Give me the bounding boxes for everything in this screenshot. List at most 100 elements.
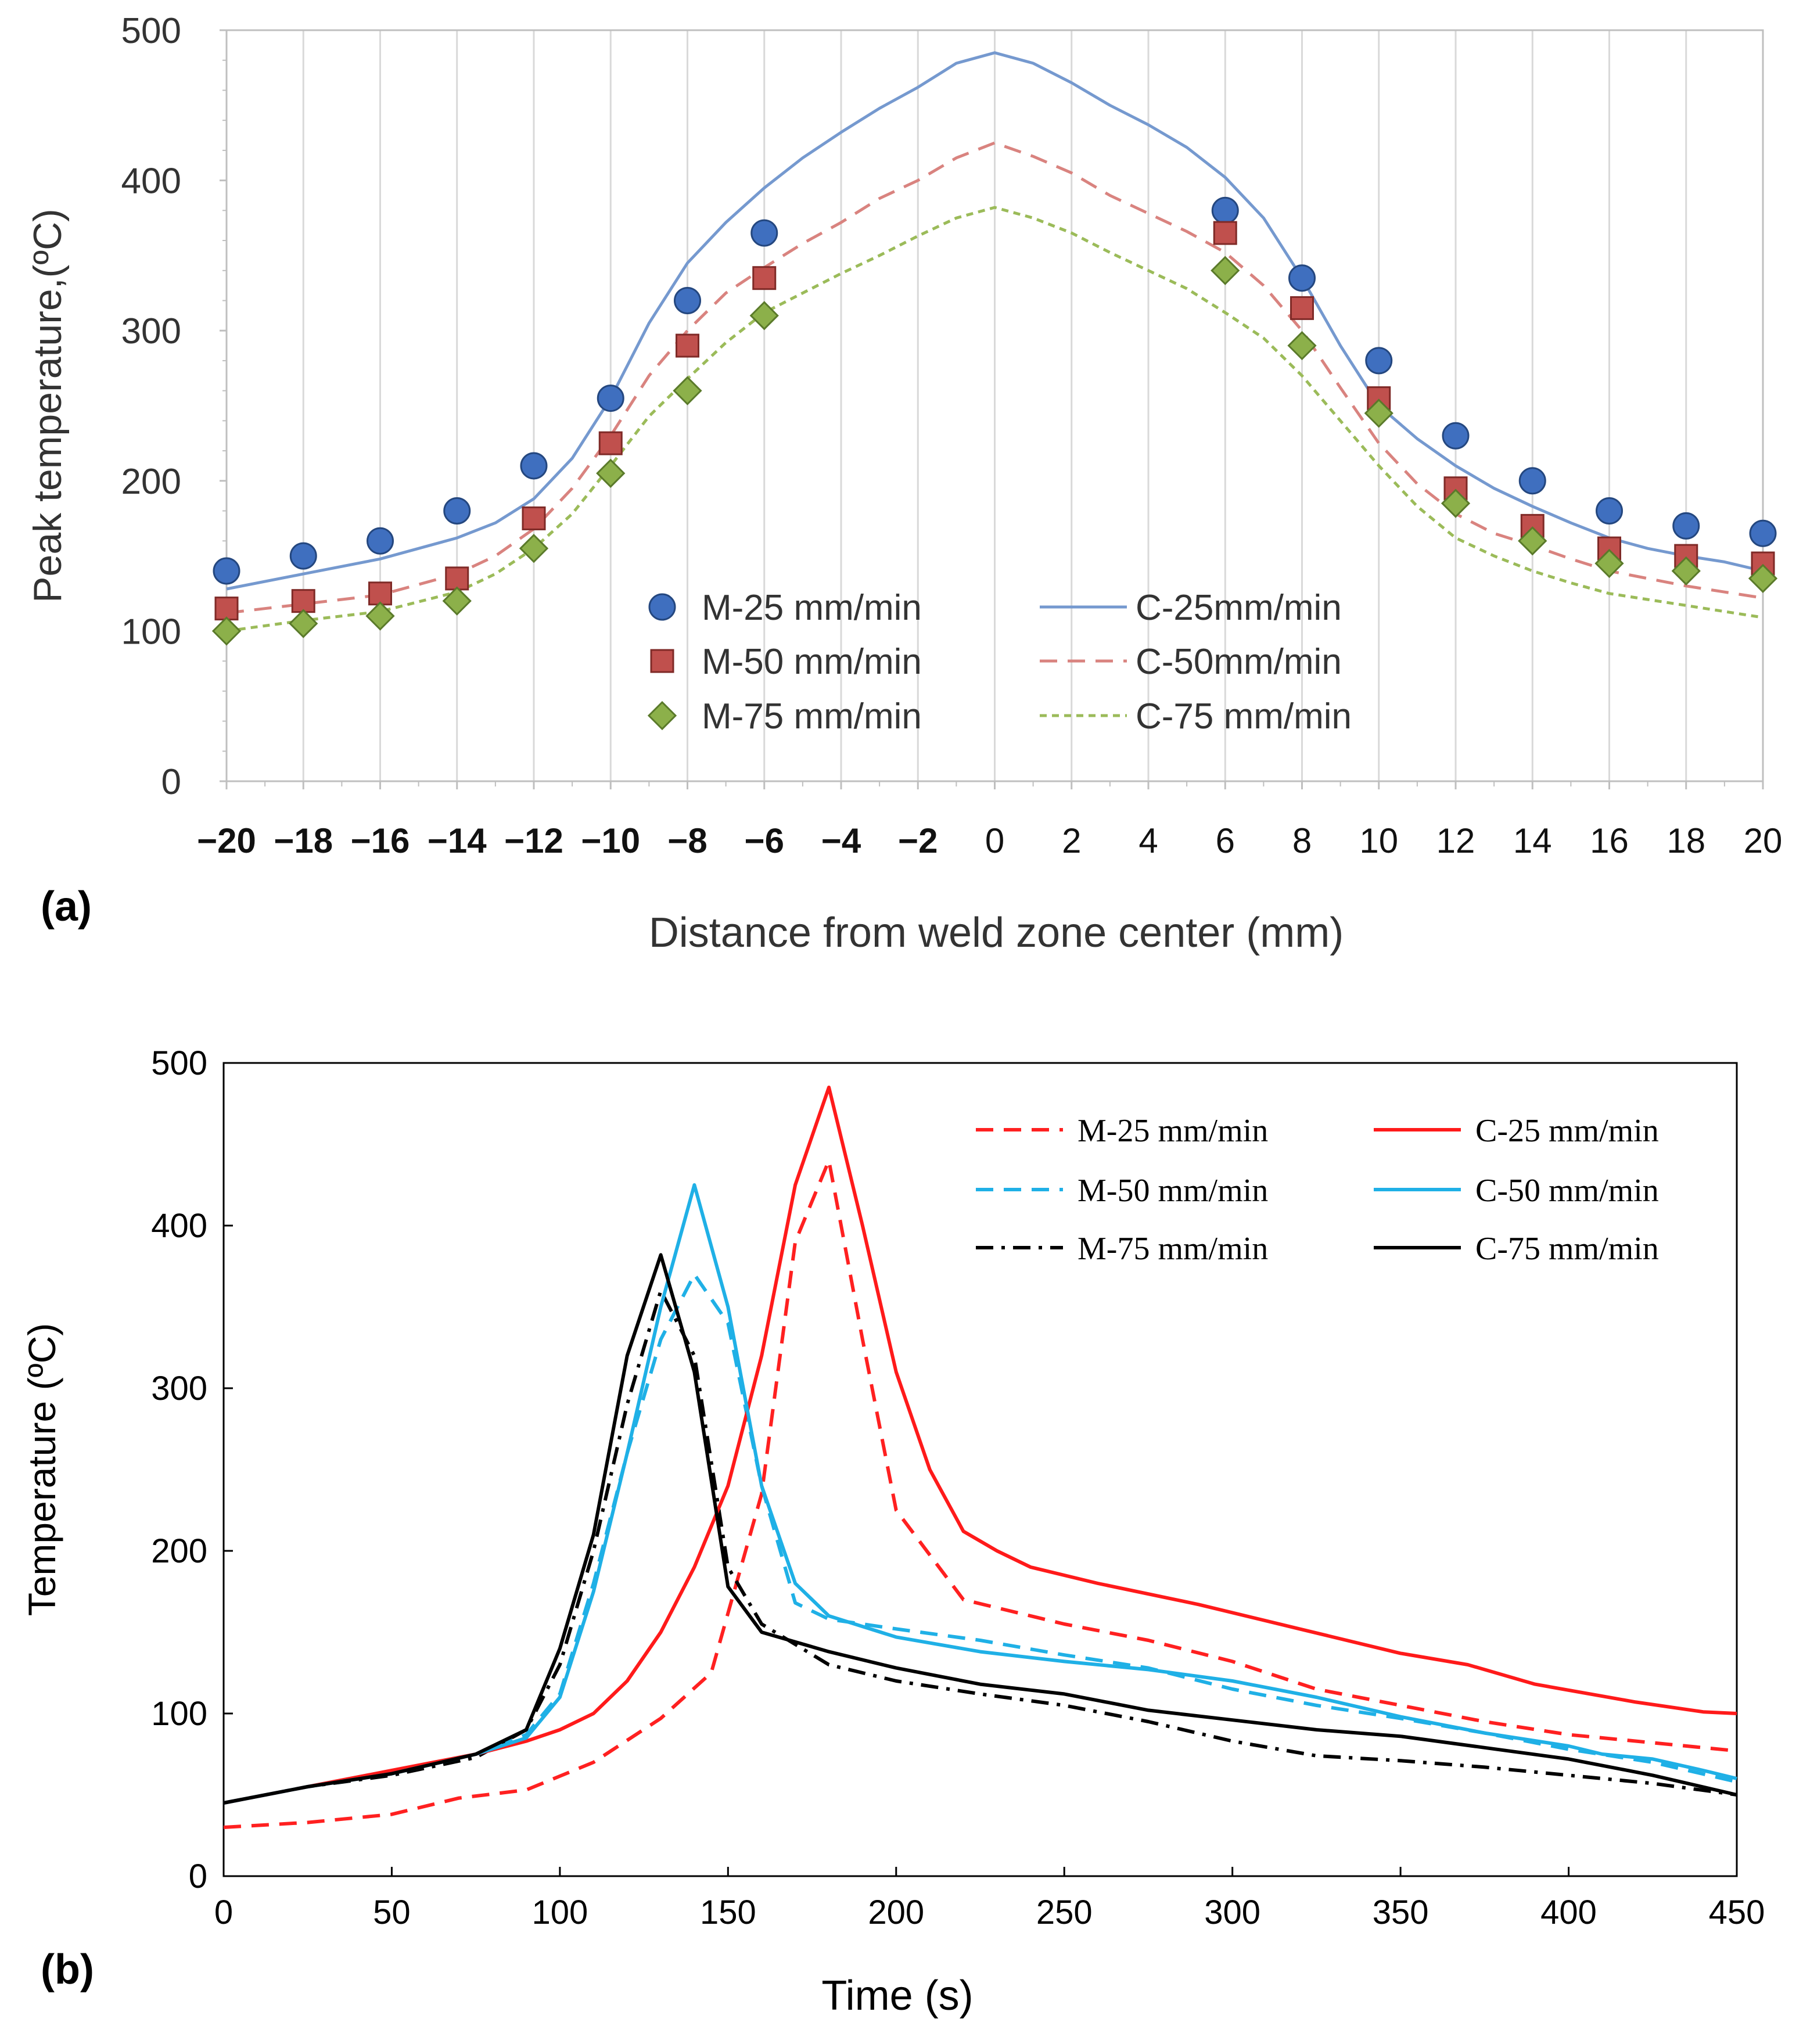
panel-a-y-tick-label: 0 <box>161 762 181 802</box>
panel-a-markers-m-25-mm-min <box>213 196 1777 585</box>
panel-a-x-tick-labels: −20 −18 −16 −14 −12 −10 −8 −6 −4 −2 0 2 4 6 8 10 12 14 16 1… <box>197 821 1782 860</box>
panel-a-point-m-25-mm-min <box>1211 196 1239 224</box>
panel-a-point-m-75-mm-min <box>673 376 702 405</box>
panel-a-point-m-50-mm-min <box>598 431 623 455</box>
panel-a-plot-frame <box>225 29 1764 782</box>
panel-a-point-m-25-mm-min <box>1442 422 1470 450</box>
panel-b-legend-label: M-50 mm/min <box>1078 1173 1268 1209</box>
panel-a-x-tick-label: −12 <box>504 821 563 860</box>
panel-a-x-tick-label: 2 <box>1062 821 1081 860</box>
panel-a-x-tick-label: 4 <box>1138 821 1158 860</box>
panel-a-legend-marker-m-25-mm-min <box>648 593 676 621</box>
panel-a-point-m-25-mm-min <box>289 542 317 570</box>
panel-a-x-tick-label: 0 <box>985 821 1004 860</box>
panel-a-x-tick-label: 20 <box>1744 821 1783 860</box>
panel-a-x-tick-label: 18 <box>1666 821 1705 860</box>
panel-a-point-m-50-mm-min <box>291 589 315 613</box>
panel-a-point-m-50-mm-min <box>752 266 777 290</box>
panel-a-legend-label: M-50 mm/min <box>702 642 922 682</box>
panel-a-point-m-25-mm-min <box>1749 519 1777 547</box>
panel-b-line-c-75-mm-min <box>223 1253 1737 1805</box>
panel-a-line-c-75-mm-min <box>226 206 1764 633</box>
panel-b-x-tick-label: 200 <box>868 1894 924 1931</box>
panel-a-x-tick-label: 8 <box>1292 821 1312 860</box>
panel-a-legend: M-25 mm/min M-50 mm/min M-75 mm/min C-25mm/… <box>647 588 1352 737</box>
panel-a-point-m-25-mm-min <box>520 452 548 480</box>
panel-a-point-m-25-mm-min <box>1672 512 1700 540</box>
panel-a-legend-entry: C-25mm/min <box>1040 588 1342 628</box>
panel-b-plot-frame <box>222 1062 1738 1877</box>
panel-a-legend-marker-m-50-mm-min <box>650 649 674 673</box>
panel-b-line-m-25-mm-min <box>223 1159 1737 1829</box>
panel-a-x-tick-label: 12 <box>1436 821 1475 860</box>
panel-a-y-tick-label: 200 <box>121 462 181 502</box>
panel-a-point-m-75-mm-min <box>1441 488 1471 518</box>
panel-b-series <box>223 1086 1737 1829</box>
panel-a-point-m-75-mm-min <box>1671 556 1701 586</box>
panel-a-point-m-50-mm-min <box>1213 221 1237 245</box>
panel-a-x-tick-label: 16 <box>1590 821 1629 860</box>
panel-a-label: (a) <box>41 883 92 930</box>
panel-b-chart: 0 100 200 300 400 500 0 50 100 150 200 250 300 350 40… <box>20 1044 1765 2019</box>
panel-a-point-m-50-mm-min <box>676 333 699 358</box>
panel-b-x-tick-label: 100 <box>531 1894 588 1931</box>
panel-a-markers-m-75-mm-min <box>211 256 1778 646</box>
panel-b-legend-label: C-75 mm/min <box>1475 1231 1659 1267</box>
panel-b-legend-label: M-75 mm/min <box>1078 1231 1268 1267</box>
panel-b-legend-entry: C-50 mm/min <box>1374 1173 1659 1209</box>
panel-a-legend-entry: C-50mm/min <box>1040 642 1342 682</box>
panel-a-x-tick-label: 6 <box>1216 821 1235 860</box>
panel-b-x-tick-label: 450 <box>1709 1894 1765 1931</box>
panel-b-legend-entry: M-50 mm/min <box>976 1173 1268 1209</box>
panel-a-point-m-75-mm-min <box>1594 548 1624 579</box>
panel-a-point-m-25-mm-min <box>1365 347 1393 375</box>
panel-a-x-tick-label: −4 <box>821 821 861 860</box>
panel-a-point-m-25-mm-min <box>1596 497 1623 525</box>
panel-b-y-tick-label: 300 <box>151 1370 207 1407</box>
panel-a-markers-m-50-mm-min <box>214 221 1775 621</box>
panel-a-x-tick-label: −8 <box>667 821 707 860</box>
panel-b-legend-label: C-50 mm/min <box>1475 1173 1659 1209</box>
panel-a-point-m-25-mm-min <box>674 286 701 314</box>
panel-b-legend-entry: M-75 mm/min <box>976 1231 1268 1267</box>
panel-a-x-tick-label: −14 <box>428 821 487 860</box>
panel-b-y-tick-label: 200 <box>151 1532 207 1570</box>
panel-a-point-m-50-mm-min <box>214 597 239 621</box>
panel-a-point-m-25-mm-min <box>597 385 624 412</box>
panel-a-point-m-50-mm-min <box>522 506 546 530</box>
panel-a-x-tick-label: −10 <box>581 821 640 860</box>
panel-b-legend-label: C-25 mm/min <box>1475 1113 1659 1149</box>
panel-b-x-axis-title: Time (s) <box>821 1973 973 2019</box>
panel-a-legend-entry: M-50 mm/min <box>650 642 922 682</box>
panel-b-y-tick-label: 0 <box>189 1858 207 1895</box>
panel-a-point-m-75-mm-min <box>1518 526 1547 556</box>
panel-b-line-c-50-mm-min <box>223 1183 1737 1805</box>
panel-a-point-m-75-mm-min <box>749 301 779 331</box>
panel-b-x-tick-label: 50 <box>373 1894 411 1931</box>
panel-a-legend-entry: M-25 mm/min <box>648 588 922 628</box>
panel-b-x-tick-label: 300 <box>1204 1894 1260 1931</box>
panel-a-legend-label: M-25 mm/min <box>702 588 922 628</box>
panel-a-x-axis-title: Distance from weld zone center (mm) <box>649 910 1344 956</box>
panel-a-x-tick-label: 10 <box>1359 821 1398 860</box>
panel-b-legend-label: M-25 mm/min <box>1078 1113 1268 1149</box>
panel-a-x-tick-label: −18 <box>274 821 333 860</box>
panel-a-point-m-25-mm-min <box>213 557 240 585</box>
panel-a-point-m-50-mm-min <box>1290 296 1314 320</box>
panel-a-point-m-75-mm-min <box>596 458 626 488</box>
panel-a-series <box>211 51 1778 646</box>
panel-a-point-m-25-mm-min <box>1288 264 1316 292</box>
panel-b-y-axis-title: Temperature (ºC) <box>20 1323 63 1616</box>
panel-b-x-tick-label: 150 <box>700 1894 756 1931</box>
panel-a-legend-entry: C-75 mm/min <box>1040 696 1352 737</box>
panel-a-point-m-50-mm-min <box>368 581 392 606</box>
panel-a-legend-label: M-75 mm/min <box>702 696 922 737</box>
panel-a-y-tick-labels: 0 100 200 300 400 500 <box>121 11 181 802</box>
panel-a-point-m-75-mm-min <box>211 616 242 646</box>
panel-a-point-m-50-mm-min <box>445 566 469 591</box>
panel-b-legend-entry: M-25 mm/min <box>976 1113 1268 1149</box>
panel-a-legend-marker-m-75-mm-min <box>647 701 677 731</box>
